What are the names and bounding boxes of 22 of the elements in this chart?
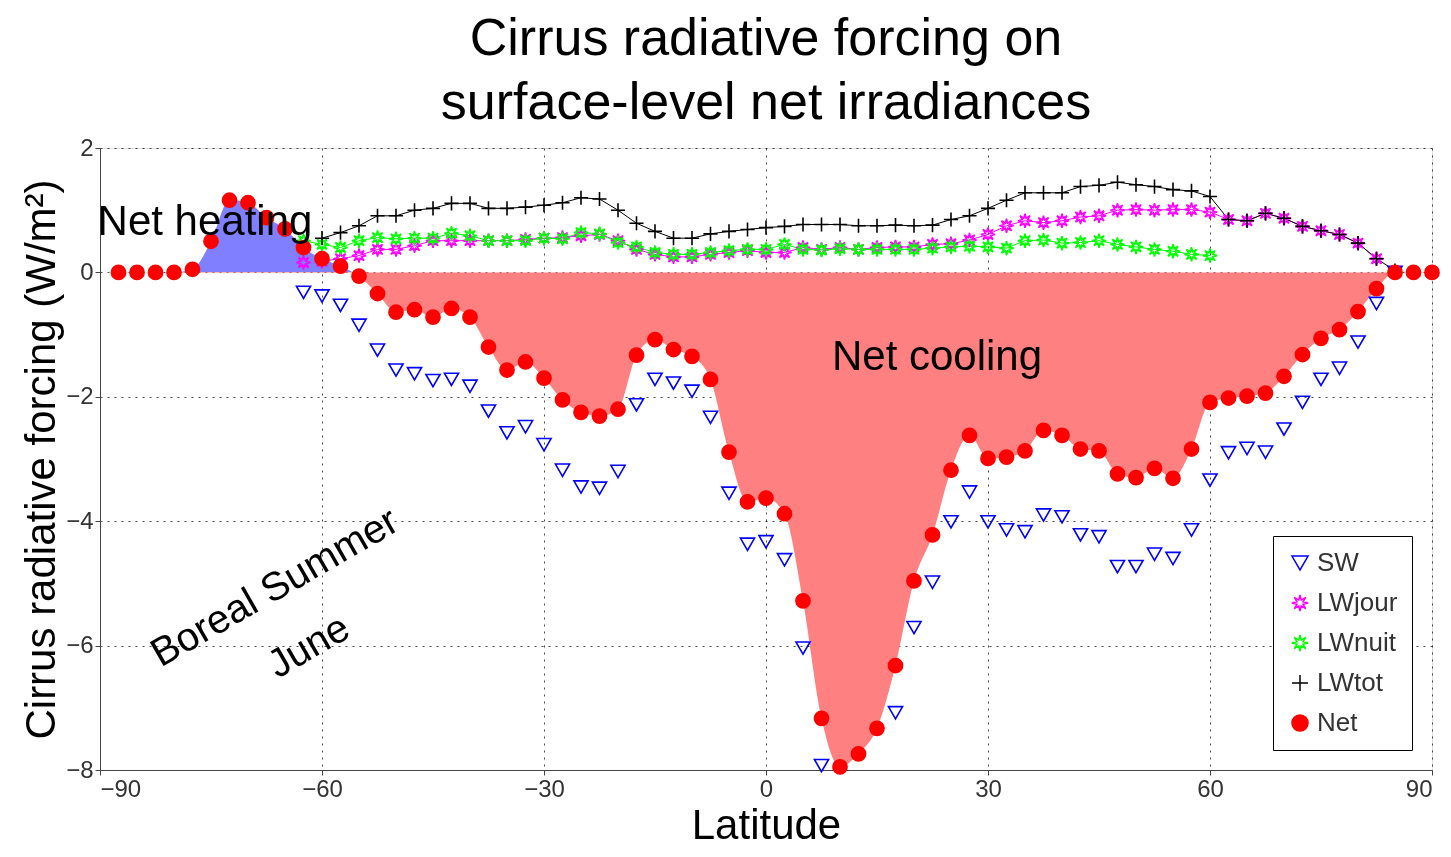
y-tick-label: −6 <box>66 631 94 659</box>
legend-label: Net <box>1317 707 1359 737</box>
legend-label: LWjour <box>1317 587 1398 617</box>
x-axis-title: Latitude <box>691 800 842 848</box>
legend-label: SW <box>1317 547 1360 577</box>
legend-label: LWtot <box>1317 667 1384 697</box>
x-tick-label: 60 <box>1197 774 1224 802</box>
x-tick-label: −90 <box>100 774 142 802</box>
legend-label: LWnuit <box>1317 627 1397 657</box>
y-tick-label: 0 <box>80 257 94 285</box>
x-tick-label: 90 <box>1405 774 1433 802</box>
annotation: Net cooling <box>831 332 1043 379</box>
y-axis-title: Cirrus radiative forcing (W/m²) <box>17 179 65 740</box>
y-tick-label: −4 <box>66 506 94 534</box>
y-tick-label: 2 <box>80 133 94 161</box>
x-tick-label: −30 <box>524 774 565 802</box>
y-tick-label: −2 <box>66 382 94 410</box>
x-tick-label: −60 <box>302 774 343 802</box>
chart-title: Cirrus radiative forcing on surface-level net irradiances <box>440 8 1092 130</box>
x-tick-label: 30 <box>975 774 1002 802</box>
x-tick-label: 0 <box>759 774 774 802</box>
y-tick-label: −8 <box>66 755 94 783</box>
